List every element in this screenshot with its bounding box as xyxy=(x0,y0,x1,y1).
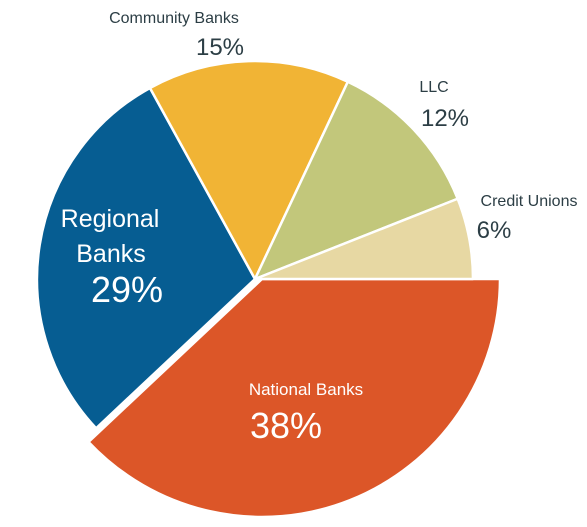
slice-label-llc: LLC xyxy=(419,79,448,96)
slice-value-community-banks: 15% xyxy=(196,34,244,61)
pie-slices xyxy=(35,59,502,519)
slice-label-community-banks: Community Banks xyxy=(109,10,239,27)
slice-label-regional-banks-line1: Regional xyxy=(61,205,160,233)
pie-slice-national-banks xyxy=(87,277,502,519)
slice-value-credit-unions: 6% xyxy=(477,217,512,244)
pie-slice-llc xyxy=(253,80,459,281)
slice-label-regional-banks-line2: Banks xyxy=(76,240,145,268)
pie-slice-credit-unions xyxy=(253,197,475,281)
slice-value-regional-banks: 29% xyxy=(91,269,163,310)
slice-label-national-banks: National Banks xyxy=(249,380,363,399)
slice-value-national-banks: 38% xyxy=(250,405,322,446)
pie-slice-regional-banks xyxy=(35,86,257,430)
slice-value-llc: 12% xyxy=(421,105,469,132)
pie-slice-community-banks xyxy=(148,59,350,281)
slice-label-credit-unions: Credit Unions xyxy=(481,193,578,210)
